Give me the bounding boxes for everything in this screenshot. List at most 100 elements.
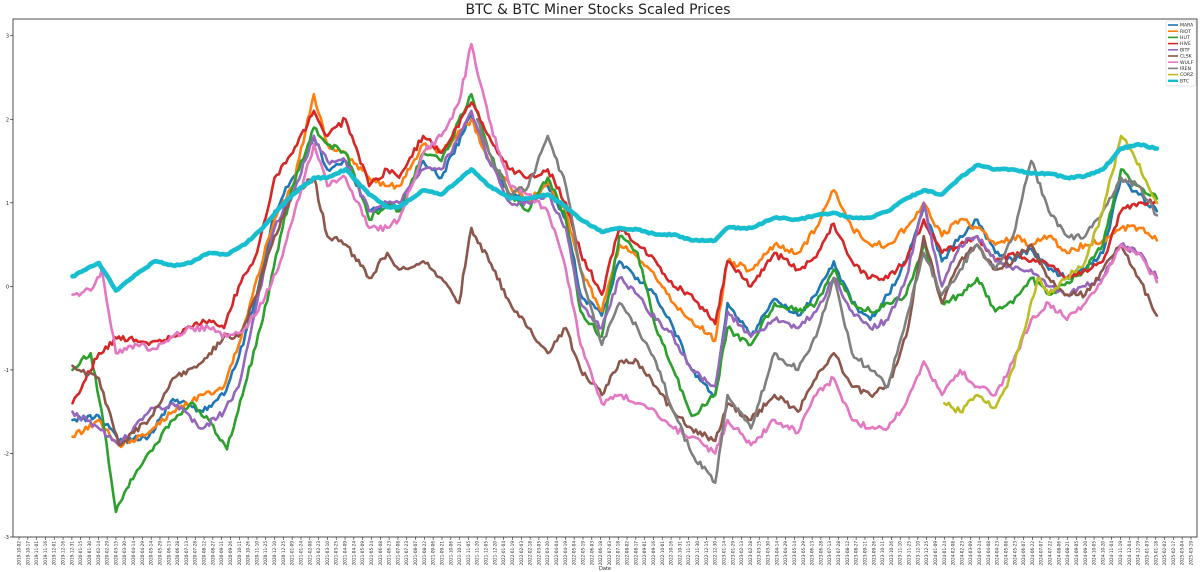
x-tick-label: 2022-08-02	[625, 541, 630, 566]
x-tick-label: 2021-11-20	[475, 541, 480, 566]
x-tick-label: 2023-01-29	[730, 541, 735, 566]
x-tick-label: 2024-07-07	[1039, 541, 1044, 566]
x-tick-label: 2022-09-16	[651, 541, 656, 566]
y-tick-label: -3	[4, 535, 9, 541]
chart-title: BTC & BTC Miner Stocks Scaled Prices	[465, 2, 730, 18]
x-tick-label: 2025-03-04	[1180, 541, 1185, 566]
x-tick-label: 2020-04-14	[131, 541, 136, 566]
x-tick-label: 2024-06-22	[1030, 541, 1035, 566]
x-tick-label: 2020-05-29	[157, 541, 162, 566]
x-tick-label: 2020-01-15	[78, 541, 83, 566]
x-tick-label: 2024-03-09	[968, 541, 973, 566]
legend-label-riot: RIOT	[1180, 29, 1191, 35]
x-tick-label: 2023-11-10	[898, 541, 903, 566]
x-tick-label: 2021-04-09	[343, 541, 348, 566]
x-tick-label: 2020-07-13	[184, 541, 189, 566]
x-tick-label: 2024-02-23	[959, 541, 964, 566]
x-tick-label: 2021-08-07	[413, 541, 418, 566]
x-tick-label: 2023-02-13	[739, 541, 744, 566]
x-tick-label: 2022-12-30	[713, 541, 718, 566]
x-tick-label: 2024-05-08	[1003, 541, 1008, 566]
x-tick-label: 2024-11-04	[1109, 541, 1114, 566]
y-tick-label: -2	[4, 451, 9, 457]
x-tick-label: 2024-11-19	[1118, 541, 1123, 566]
x-tick-label: 2025-01-03	[1144, 541, 1149, 566]
x-tick-label: 2023-10-26	[889, 541, 894, 566]
plot-frame	[12, 18, 1198, 538]
x-tick-label: 2024-04-23	[995, 541, 1000, 566]
x-tick-label: 2024-01-24	[942, 541, 947, 566]
x-tick-label: 2019-10-02	[17, 541, 22, 566]
x-tick-label: 2024-01-09	[933, 541, 938, 566]
x-tick-label: 2022-05-19	[580, 541, 585, 566]
x-tick-label: 2023-06-28	[818, 541, 823, 566]
x-tick-label: 2021-10-06	[448, 541, 453, 566]
x-tick-label: 2020-10-11	[237, 541, 242, 566]
x-tick-label: 2022-02-18	[528, 541, 533, 566]
x-tick-label: 2024-02-08	[951, 541, 956, 566]
x-tick-label: 2021-10-21	[457, 541, 462, 566]
x-tick-label: 2023-11-25	[907, 541, 912, 566]
x-tick-label: 2021-05-24	[369, 541, 374, 566]
x-tick-label: 2022-12-15	[704, 541, 709, 566]
x-tick-label: 2019-12-16	[61, 541, 66, 566]
y-tick-label: 2	[6, 117, 9, 123]
x-tick-label: 2023-03-30	[766, 541, 771, 566]
x-tick-label: 2023-12-10	[915, 541, 920, 566]
x-tick-label: 2021-08-22	[422, 541, 427, 566]
x-tick-label: 2021-11-05	[466, 541, 471, 566]
x-tick-label: 2022-03-05	[536, 541, 541, 566]
legend-label-bitf: BITF	[1180, 47, 1190, 53]
x-tick-label: 2021-07-23	[404, 541, 409, 566]
x-tick-label: 2019-12-01	[52, 541, 57, 566]
y-tick-label: 0	[6, 284, 9, 290]
x-tick-label: 2024-03-24	[977, 541, 982, 566]
x-tick-label: 2020-03-15	[113, 541, 118, 566]
x-tick-label: 2025-02-02	[1162, 541, 1167, 566]
x-tick-label: 2023-03-15	[757, 541, 762, 566]
x-tick-label: 2023-05-29	[801, 541, 806, 566]
x-tick-label: 2024-06-07	[1021, 541, 1026, 566]
x-tick-label: 2019-11-01	[34, 541, 39, 566]
series-line-btc	[70, 142, 1160, 293]
legend-label-mara: MARA	[1180, 23, 1194, 29]
legend-label-hive: HIVE	[1180, 41, 1191, 47]
x-tick-label: 2022-09-01	[642, 541, 647, 566]
plot-area	[70, 42, 1160, 514]
x-tick-label: 2024-08-06	[1056, 541, 1061, 566]
x-tick-label: 2021-03-10	[325, 541, 330, 566]
x-axis: 2019-10-02 2019-10-17 2019-11-01 2019-11-16…	[17, 537, 1194, 565]
x-tick-label: 2021-03-25	[334, 541, 339, 566]
series-line-iren	[475, 118, 1159, 484]
series-line-riot	[71, 92, 1159, 449]
x-tick-label: 2022-05-04	[572, 541, 577, 566]
x-tick-label: 2023-04-29	[783, 541, 788, 566]
x-tick-label: 2022-10-16	[669, 541, 674, 566]
x-tick-label: 2020-12-10	[272, 541, 277, 566]
x-tick-label: 2021-04-24	[351, 541, 356, 566]
x-tick-label: 2024-10-05	[1092, 541, 1097, 566]
x-tick-label: 2023-08-27	[854, 541, 859, 566]
x-tick-label: 2021-02-23	[316, 541, 321, 566]
x-tick-label: 2022-06-18	[598, 541, 603, 566]
x-tick-label: 2020-11-10	[254, 541, 259, 566]
x-tick-label: 2022-11-15	[686, 541, 691, 566]
x-tick-label: 2022-02-03	[519, 541, 524, 566]
x-tick-label: 2022-01-04	[501, 541, 506, 566]
x-tick-label: 2022-07-03	[607, 541, 612, 566]
series-line-bitf	[71, 109, 1159, 447]
series-line-hut	[71, 92, 1159, 514]
x-tick-label: 2022-07-18	[616, 541, 621, 566]
x-tick-label: 2020-08-27	[210, 541, 215, 566]
x-tick-label: 2019-11-16	[43, 541, 48, 566]
x-tick-label: 2020-11-25	[263, 541, 268, 566]
x-tick-label: 2023-07-13	[827, 541, 832, 566]
x-tick-label: 2022-06-03	[589, 541, 594, 566]
x-tick-label: 2024-08-21	[1065, 541, 1070, 566]
x-tick-label: 2020-03-30	[122, 541, 127, 566]
x-tick-label: 2021-12-20	[492, 541, 497, 566]
series-line-corz	[943, 134, 1159, 414]
